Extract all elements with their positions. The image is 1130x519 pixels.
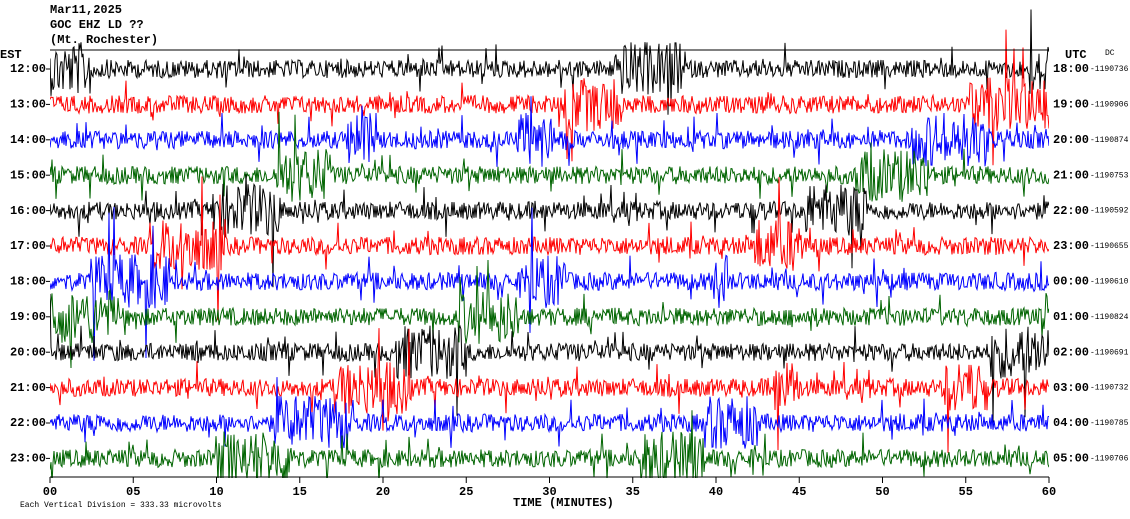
trace	[49, 96, 1050, 167]
trace	[49, 206, 1050, 361]
trace	[49, 111, 1050, 202]
bottom-margin	[0, 478, 1130, 519]
trace	[49, 176, 1050, 321]
dc-offset: -1190785	[1090, 419, 1129, 428]
local-time: 13:00	[10, 98, 46, 112]
x-tick-label: 30	[542, 485, 556, 499]
x-tick-label: 45	[792, 485, 806, 499]
dc-offset: -1190732	[1090, 384, 1129, 393]
trace	[49, 328, 1050, 453]
utc-time: 04:00	[1053, 416, 1089, 430]
dc-offset: -1190824	[1090, 313, 1129, 322]
trace	[49, 259, 1050, 369]
utc-time: 05:00	[1053, 452, 1089, 466]
local-time: 12:00	[10, 62, 46, 76]
trace	[49, 293, 1050, 423]
dc-offset: -1190874	[1090, 136, 1129, 145]
local-time: 21:00	[10, 381, 46, 395]
utc-time: 23:00	[1053, 239, 1089, 253]
trace	[49, 174, 1050, 288]
dc-offset: -1190691	[1090, 348, 1129, 357]
dc-offset: -1190706	[1090, 455, 1129, 464]
x-tick-label: 20	[376, 485, 390, 499]
utc-time: 22:00	[1053, 204, 1089, 218]
x-tick-label: 40	[709, 485, 723, 499]
utc-time: 03:00	[1053, 381, 1089, 395]
x-tick-label: 05	[126, 485, 140, 499]
utc-time: 00:00	[1053, 275, 1089, 289]
x-tick-label: 60	[1042, 485, 1056, 499]
station: GOC EHZ LD ??	[50, 18, 144, 32]
x-tick-label: 10	[209, 485, 223, 499]
local-time: 14:00	[10, 133, 46, 147]
dc-offset: -1190592	[1090, 207, 1129, 216]
x-axis-label: TIME (MINUTES)	[513, 496, 614, 510]
local-time: 23:00	[10, 452, 46, 466]
utc-time: 19:00	[1053, 98, 1089, 112]
local-time: 22:00	[10, 416, 46, 430]
footer: Each Vertical Division = 333.33 microvol…	[20, 501, 222, 510]
right-margin	[1049, 0, 1130, 519]
location: (Mt. Rochester)	[50, 33, 158, 47]
trace	[49, 410, 1050, 518]
dc-offset: -1190753	[1090, 171, 1129, 180]
dc-offset: -1190906	[1090, 101, 1129, 110]
dc-offset: -1190610	[1090, 278, 1129, 287]
traces	[49, 9, 1050, 518]
x-tick-label: 15	[293, 485, 307, 499]
left-margin	[0, 0, 50, 519]
utc-time: 01:00	[1053, 310, 1089, 324]
x-tick-label: 50	[875, 485, 889, 499]
local-time: 15:00	[10, 168, 46, 182]
local-time: 18:00	[10, 275, 46, 289]
trace	[49, 29, 1050, 166]
local-time: 17:00	[10, 239, 46, 253]
x-tick-label: 35	[626, 485, 640, 499]
x-tick-label: 00	[43, 485, 57, 499]
x-tick-label: 55	[959, 485, 973, 499]
date: Mar11,2025	[50, 3, 122, 17]
dc-offset: -1190736	[1090, 65, 1129, 74]
utc-time: 21:00	[1053, 168, 1089, 182]
utc-time: 18:00	[1053, 62, 1089, 76]
right-zone: UTC	[1065, 48, 1087, 62]
dc-heading: DC	[1105, 49, 1115, 58]
trace	[49, 9, 1050, 115]
dc-offset: -1190655	[1090, 242, 1129, 251]
utc-time: 02:00	[1053, 345, 1089, 359]
left-zone: EST	[0, 48, 22, 62]
local-time: 19:00	[10, 310, 46, 324]
x-tick-label: 25	[459, 485, 473, 499]
local-time: 16:00	[10, 204, 46, 218]
trace	[49, 377, 1050, 450]
utc-time: 20:00	[1053, 133, 1089, 147]
local-time: 20:00	[10, 345, 46, 359]
